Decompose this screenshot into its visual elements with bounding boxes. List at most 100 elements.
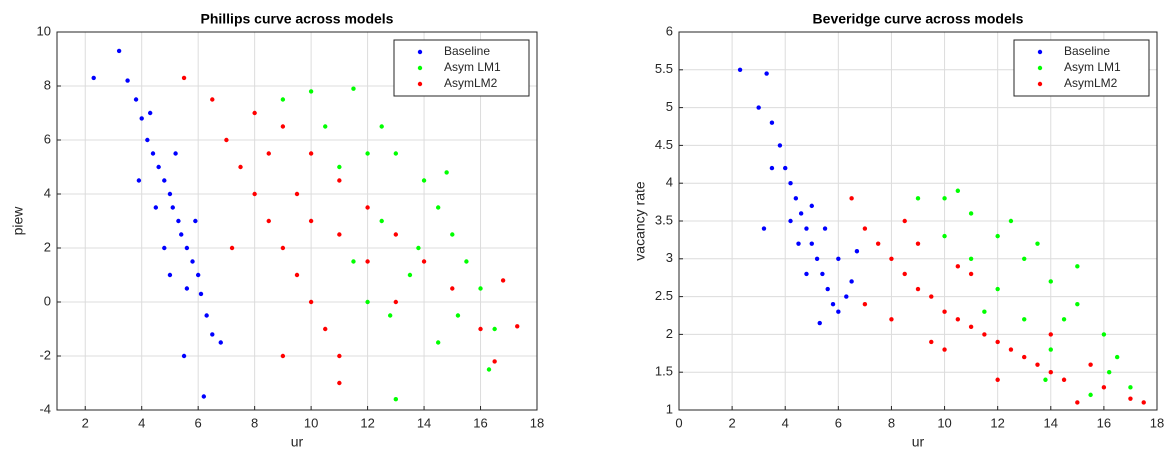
point bbox=[365, 151, 370, 156]
point bbox=[337, 232, 342, 237]
point bbox=[836, 256, 841, 261]
point bbox=[280, 97, 286, 102]
y-tick-label: 0 bbox=[44, 293, 51, 308]
point bbox=[822, 226, 828, 231]
point bbox=[337, 178, 342, 183]
point bbox=[1048, 347, 1053, 352]
point bbox=[889, 317, 894, 322]
x-tick-label: 18 bbox=[1150, 415, 1164, 430]
point bbox=[798, 211, 804, 216]
point bbox=[1088, 392, 1093, 398]
x-tick-label: 2 bbox=[82, 415, 89, 430]
y-tick-label: 6 bbox=[44, 131, 51, 146]
legend-marker bbox=[1037, 81, 1043, 87]
point bbox=[393, 151, 399, 156]
point bbox=[1008, 218, 1014, 224]
point bbox=[125, 78, 130, 83]
point bbox=[769, 120, 775, 125]
x-tick-label: 14 bbox=[417, 415, 431, 430]
point bbox=[1035, 362, 1040, 367]
point bbox=[902, 218, 907, 224]
legend-marker bbox=[1037, 65, 1043, 71]
point bbox=[365, 205, 370, 210]
point bbox=[162, 178, 167, 183]
point bbox=[756, 105, 761, 110]
point bbox=[337, 164, 342, 170]
point bbox=[294, 191, 300, 197]
point bbox=[337, 353, 342, 359]
point bbox=[1128, 396, 1133, 401]
point bbox=[210, 332, 215, 337]
point bbox=[167, 272, 173, 278]
x-tick-label: 4 bbox=[782, 415, 789, 430]
y-tick-label: 4 bbox=[44, 185, 51, 200]
point bbox=[308, 151, 314, 156]
point bbox=[862, 226, 868, 231]
legend-box bbox=[393, 39, 530, 97]
point bbox=[854, 249, 860, 254]
y-tick-label: 4.5 bbox=[655, 137, 673, 152]
point bbox=[252, 191, 257, 197]
point bbox=[173, 151, 178, 156]
y-tick-label: -4 bbox=[39, 401, 51, 416]
y-tick-label: 2 bbox=[44, 239, 51, 254]
point bbox=[393, 299, 399, 305]
x-tick-label: 4 bbox=[138, 415, 145, 430]
point bbox=[351, 259, 356, 264]
point bbox=[915, 241, 921, 246]
point bbox=[147, 110, 153, 116]
axes-box bbox=[56, 31, 538, 411]
point bbox=[195, 272, 201, 278]
point bbox=[995, 233, 1000, 239]
point bbox=[1075, 301, 1080, 307]
x-tick-label: 10 bbox=[937, 415, 951, 430]
point bbox=[783, 165, 788, 171]
x-tick-label: 12 bbox=[990, 415, 1004, 430]
axes-box bbox=[678, 31, 1158, 411]
point bbox=[1075, 264, 1080, 269]
point bbox=[266, 151, 271, 156]
point bbox=[995, 339, 1000, 345]
x-tick-label: 6 bbox=[195, 415, 202, 430]
point bbox=[889, 256, 894, 261]
x-axis-label: ur bbox=[291, 434, 304, 450]
point bbox=[421, 259, 427, 264]
point bbox=[450, 286, 455, 291]
point bbox=[830, 301, 836, 307]
y-tick-label: 3 bbox=[666, 250, 673, 265]
y-axis-label: piew bbox=[10, 206, 26, 236]
point bbox=[968, 256, 974, 261]
point bbox=[796, 241, 801, 246]
point bbox=[1114, 354, 1120, 360]
point bbox=[416, 245, 421, 251]
point bbox=[365, 259, 370, 264]
point bbox=[955, 188, 961, 193]
point bbox=[1061, 317, 1067, 322]
point bbox=[862, 301, 868, 307]
point bbox=[1048, 332, 1053, 337]
point bbox=[464, 259, 469, 264]
legend-marker bbox=[417, 49, 423, 55]
x-tick-label: 16 bbox=[1097, 415, 1111, 430]
point bbox=[379, 124, 384, 129]
point bbox=[210, 97, 215, 102]
point bbox=[761, 226, 767, 231]
point bbox=[500, 278, 506, 283]
point bbox=[814, 256, 820, 261]
point bbox=[825, 286, 830, 292]
x-tick-label: 18 bbox=[530, 415, 544, 430]
x-tick-label: 0 bbox=[675, 415, 682, 430]
point bbox=[387, 313, 393, 318]
point bbox=[849, 279, 854, 284]
point bbox=[156, 164, 161, 170]
point bbox=[145, 137, 150, 143]
legend-label: Asym LM1 bbox=[1064, 60, 1121, 74]
point bbox=[184, 286, 190, 291]
point bbox=[942, 309, 947, 314]
point bbox=[337, 380, 342, 386]
point bbox=[1035, 241, 1040, 246]
point bbox=[820, 271, 825, 277]
point bbox=[198, 291, 204, 297]
legend-label: AsymLM2 bbox=[444, 76, 498, 90]
